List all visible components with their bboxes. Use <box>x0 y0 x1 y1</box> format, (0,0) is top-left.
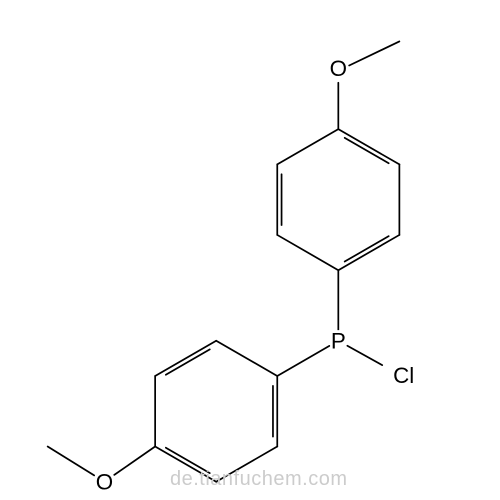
svg-text:P: P <box>331 328 346 353</box>
svg-text:O: O <box>96 470 113 495</box>
watermark-text: de.tianfuchem.com <box>170 468 347 491</box>
svg-text:Cl: Cl <box>393 363 414 388</box>
chemical-structure: P Cl O O <box>0 0 500 500</box>
svg-text:O: O <box>330 56 347 81</box>
